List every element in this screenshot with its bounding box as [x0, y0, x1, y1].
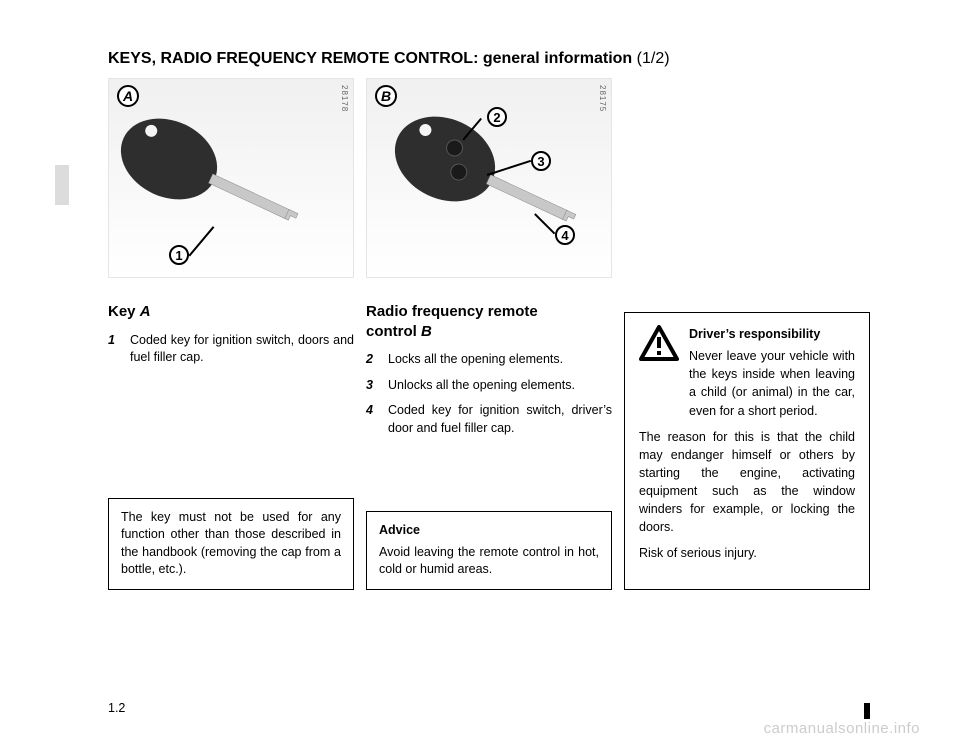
heading-a-prefix: Key — [108, 303, 140, 320]
item-3-text: Unlocks all the opening elements. — [388, 377, 575, 395]
heading-remote-b: Radio frequency remote control B — [366, 302, 612, 341]
page: KEYS, RADIO FREQUENCY REMOTE CONTROL: ge… — [0, 0, 960, 743]
callout-4: 4 — [555, 225, 575, 245]
warning-triangle-icon — [639, 325, 679, 361]
note-b-text: Avoid leaving the remote control in hot,… — [379, 545, 599, 577]
spacer-a — [108, 371, 354, 488]
item-3-num: 3 — [366, 377, 380, 395]
item-3: 3 Unlocks all the opening elements. — [366, 377, 612, 395]
heading-b-line2-prefix: control — [366, 323, 421, 340]
note-a-text: The key must not be used for any functio… — [121, 510, 341, 577]
warning-head-text: Driver’s responsibility Never leave your… — [689, 325, 855, 420]
item-1: 1 Coded key for ignition switch, doors a… — [108, 332, 354, 367]
column-a: A 28178 1 Key A 1 Cod — [108, 78, 354, 590]
callout-3: 3 — [531, 151, 551, 171]
heading-b-line1: Radio frequency remote — [366, 303, 538, 320]
heading-key-a: Key A — [108, 302, 354, 322]
page-title: KEYS, RADIO FREQUENCY REMOTE CONTROL: ge… — [108, 50, 900, 68]
warning-head: Driver’s responsibility Never leave your… — [639, 325, 855, 420]
note-b-title: Advice — [379, 522, 599, 540]
column-c: Driver’s responsibility Never leave your… — [624, 78, 870, 590]
section-tab — [55, 165, 69, 205]
column-b: B 28175 2 3 4 — [366, 78, 612, 590]
figure-a: A 28178 1 — [108, 78, 354, 278]
page-number: 1.2 — [108, 701, 125, 715]
title-part: (1/2) — [637, 50, 670, 67]
item-2-num: 2 — [366, 351, 380, 369]
item-4-num: 4 — [366, 402, 380, 437]
warning-p2: The reason for this is that the child ma… — [639, 428, 855, 537]
columns: A 28178 1 Key A 1 Cod — [108, 78, 900, 590]
warning-box: Driver’s responsibility Never leave your… — [624, 312, 870, 590]
spacer-b — [366, 441, 612, 501]
warning-p3: Risk of serious injury. — [639, 544, 855, 562]
heading-a-ital: A — [140, 303, 151, 320]
warning-title: Driver’s responsibility — [689, 325, 855, 343]
item-4: 4 Coded key for ignition switch, driver’… — [366, 402, 612, 437]
item-1-num: 1 — [108, 332, 122, 367]
warning-p1: Never leave your vehicle with the keys i… — [689, 349, 855, 417]
item-4-text: Coded key for ignition switch, driver’s … — [388, 402, 612, 437]
callout-1: 1 — [169, 245, 189, 265]
item-1-text: Coded key for ignition switch, doors and… — [130, 332, 354, 367]
bottom-mark — [864, 703, 870, 719]
callout-2: 2 — [487, 107, 507, 127]
figure-b: B 28175 2 3 4 — [366, 78, 612, 278]
heading-b-line2-ital: B — [421, 323, 432, 340]
item-2: 2 Locks all the opening elements. — [366, 351, 612, 369]
item-2-text: Locks all the opening elements. — [388, 351, 563, 369]
note-box-b: Advice Avoid leaving the remote control … — [366, 511, 612, 590]
key-illustration-a — [109, 79, 354, 278]
title-main: KEYS, RADIO FREQUENCY REMOTE CONTROL: ge… — [108, 50, 637, 67]
watermark: carmanualsonline.info — [764, 720, 920, 737]
note-box-a: The key must not be used for any functio… — [108, 498, 354, 590]
